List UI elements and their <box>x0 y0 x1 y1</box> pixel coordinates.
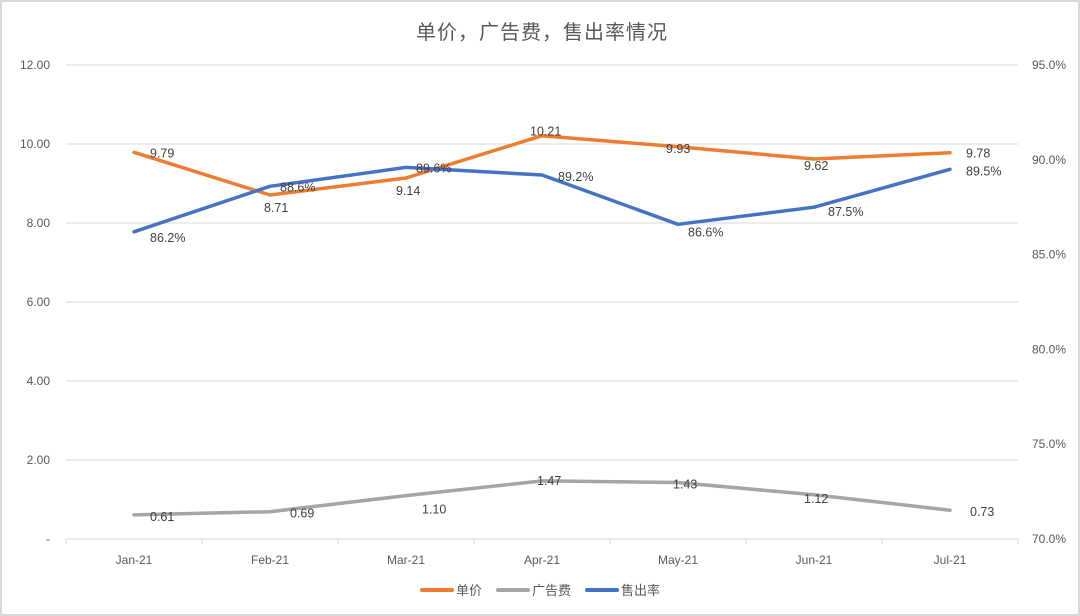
legend-label: 广告费 <box>531 584 571 599</box>
y-left-tick: - <box>46 532 50 546</box>
y-right-tick: 70.0% <box>1032 532 1066 546</box>
y-left-tick: 6.00 <box>27 295 51 309</box>
x-tick-label: Mar-21 <box>387 553 425 567</box>
y-left-tick: 8.00 <box>27 216 51 230</box>
x-tick-label: May-21 <box>658 553 698 567</box>
data-label: 9.62 <box>804 159 828 173</box>
chart-title: 单价，广告费，售出率情况 <box>416 20 668 44</box>
legend-item-ad-cost[interactable]: 广告费 <box>495 580 571 599</box>
unit-price-line[interactable] <box>132 133 952 197</box>
legend: 单价 广告费 售出率 <box>0 580 1080 599</box>
data-label: 9.78 <box>966 147 990 161</box>
data-label: 9.79 <box>150 146 174 160</box>
x-tick-label: Jul-21 <box>934 553 967 567</box>
data-label: 87.5% <box>828 205 863 219</box>
data-label: 1.10 <box>422 503 446 517</box>
data-label: 86.2% <box>150 231 185 245</box>
data-label: 8.71 <box>264 201 288 215</box>
data-label: 89.6% <box>416 161 451 175</box>
data-label: 89.5% <box>966 164 1001 178</box>
data-label: 89.2% <box>558 170 593 184</box>
data-label: 1.47 <box>537 474 561 488</box>
y-right-tick: 80.0% <box>1032 342 1066 356</box>
legend-swatch-ad-cost <box>495 587 530 592</box>
legend-swatch-unit-price <box>419 587 454 592</box>
x-tick-label: Apr-21 <box>524 553 560 567</box>
data-label: 1.43 <box>673 478 697 492</box>
y-left-tick: 12.00 <box>20 58 50 72</box>
data-label: 9.14 <box>396 184 420 198</box>
y-right-tick: 95.0% <box>1032 58 1066 72</box>
data-label: 86.6% <box>688 225 723 239</box>
y-right-tick: 90.0% <box>1032 153 1066 167</box>
y-left-tick: 10.00 <box>20 137 50 151</box>
legend-label: 单价 <box>455 584 482 599</box>
y-left-tick: 2.00 <box>27 453 51 467</box>
data-label: 9.93 <box>666 142 690 156</box>
ad-cost-line[interactable] <box>132 479 952 517</box>
y-right-tick: 75.0% <box>1032 437 1066 451</box>
data-label: 0.69 <box>290 507 314 521</box>
data-label: 10.21 <box>530 125 561 139</box>
legend-label: 售出率 <box>621 584 661 599</box>
data-label: 1.12 <box>804 492 828 506</box>
data-label: 88.6% <box>280 180 315 194</box>
legend-item-sell-through-rate[interactable]: 售出率 <box>585 580 660 599</box>
legend-item-unit-price[interactable]: 单价 <box>419 580 482 599</box>
data-label: 0.73 <box>970 505 994 519</box>
sell-through-rate-line[interactable] <box>132 165 952 234</box>
legend-swatch-sell-through-rate <box>585 587 619 592</box>
y-right-tick: 85.0% <box>1032 248 1066 262</box>
x-tick-label: Jun-21 <box>796 553 833 567</box>
x-tick-label: Feb-21 <box>251 553 289 567</box>
data-label: 0.61 <box>150 510 174 524</box>
x-tick-label: Jan-21 <box>116 553 153 567</box>
y-left-tick: 4.00 <box>27 374 51 388</box>
